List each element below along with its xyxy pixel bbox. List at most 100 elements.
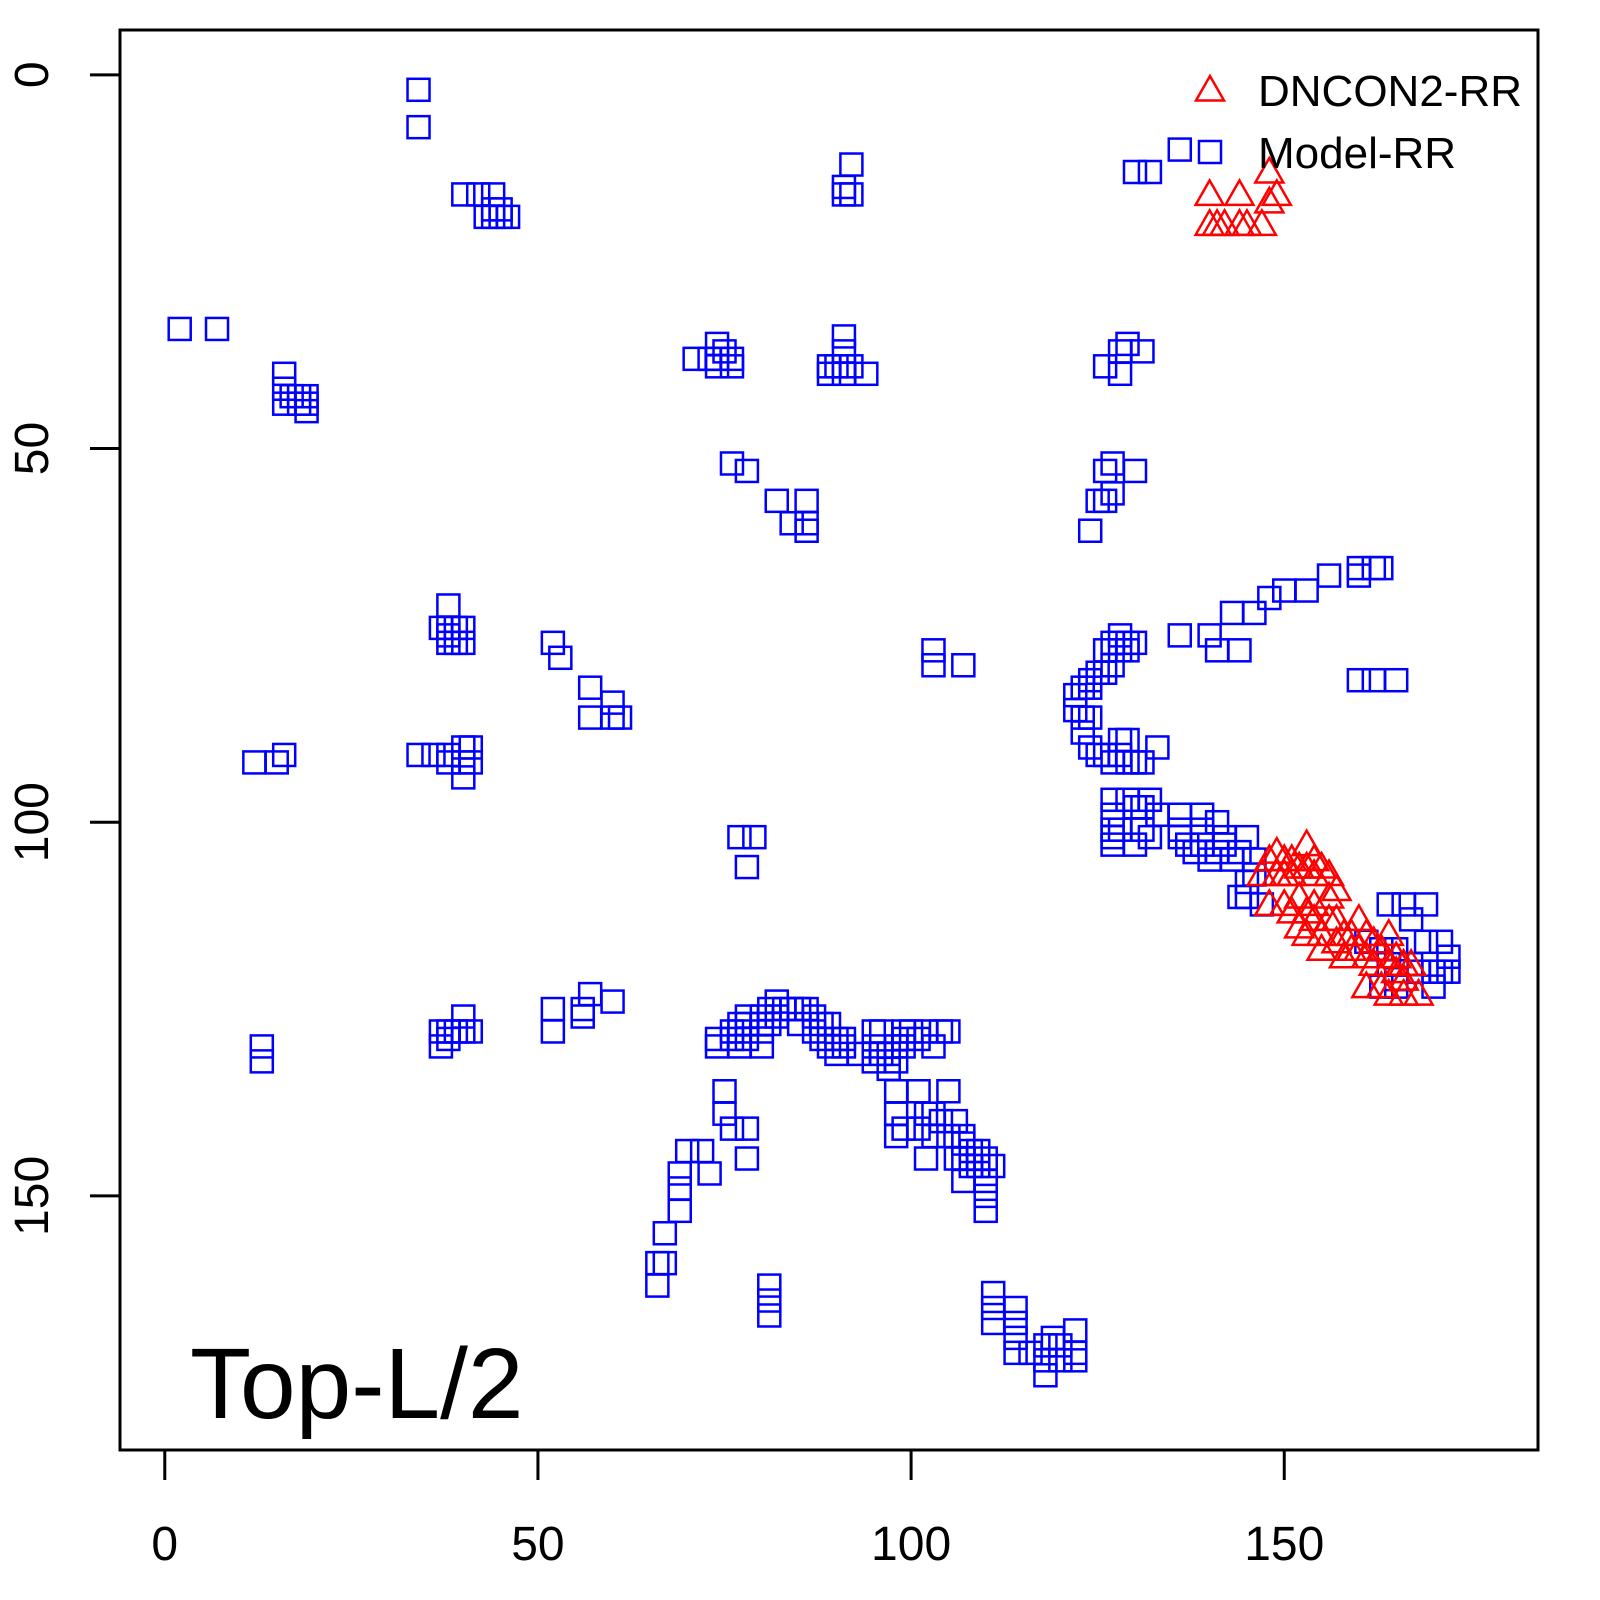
square-point <box>1085 488 1110 514</box>
square-point <box>794 511 819 536</box>
square-point <box>1316 563 1342 588</box>
square-point <box>966 1138 991 1164</box>
square-point <box>936 1123 961 1149</box>
square-point <box>1234 884 1260 910</box>
square-point <box>406 742 431 768</box>
square-point <box>951 1123 976 1149</box>
square-point <box>428 1034 454 1059</box>
square-point <box>1212 824 1237 850</box>
square-point <box>906 1026 931 1052</box>
square-point <box>876 1056 901 1082</box>
square-point <box>1204 638 1230 663</box>
square-point <box>749 1004 775 1029</box>
square-point <box>1145 735 1170 760</box>
square-point <box>1122 750 1148 775</box>
square-point <box>786 996 812 1022</box>
square-point <box>406 77 431 103</box>
square-point <box>540 630 566 656</box>
square-point <box>1092 742 1118 768</box>
square-point <box>1130 339 1155 364</box>
square-point <box>704 1034 730 1059</box>
triangle-point <box>1342 932 1376 962</box>
square-point <box>1167 137 1193 162</box>
triangle-point <box>1193 177 1226 207</box>
square-point <box>816 1034 842 1059</box>
x-axis: 0 50 100 150 <box>151 1448 1324 1571</box>
square-point <box>1003 1340 1028 1366</box>
square-point <box>607 705 633 730</box>
square-point <box>577 675 603 700</box>
square-point <box>921 1034 946 1059</box>
square-point <box>1167 817 1193 842</box>
square-point <box>831 174 857 200</box>
square-point <box>951 1168 976 1194</box>
square-point <box>480 204 506 230</box>
square-point <box>1436 959 1461 984</box>
triangle-point <box>1365 932 1398 962</box>
square-point <box>1413 929 1439 955</box>
square-point <box>697 1161 722 1186</box>
series-dncon2-rr <box>1193 155 1435 1006</box>
square-point <box>1033 1348 1058 1373</box>
square-point <box>667 1161 692 1186</box>
square-point <box>167 316 192 342</box>
square-point <box>771 996 797 1022</box>
square-point <box>674 1138 700 1164</box>
square-point <box>913 1146 939 1171</box>
y-tick-label: 0 <box>6 61 59 88</box>
square-point <box>548 645 573 671</box>
square-point <box>943 1146 969 1171</box>
square-point <box>1189 817 1215 842</box>
y-axis: 0 50 100 150 <box>6 61 122 1236</box>
square-point <box>1122 832 1148 857</box>
square-point <box>831 354 857 379</box>
square-point <box>1100 832 1125 857</box>
legend-square-marker <box>1197 139 1223 165</box>
square-point <box>1346 667 1372 693</box>
square-point <box>801 1019 827 1044</box>
square-point <box>734 1004 760 1029</box>
square-point <box>742 824 767 850</box>
square-point <box>1167 824 1193 850</box>
square-point <box>951 1131 976 1156</box>
data-points <box>167 77 1461 1388</box>
triangle-point <box>1380 940 1413 969</box>
square-point <box>891 1116 916 1141</box>
square-point <box>861 1034 887 1059</box>
square-point <box>294 398 319 424</box>
square-point <box>1122 159 1148 185</box>
y-tick-label: 100 <box>6 782 59 862</box>
triangle-point <box>1283 880 1316 909</box>
square-point <box>1234 824 1260 850</box>
square-point <box>794 518 819 543</box>
square-point <box>734 854 760 880</box>
square-point <box>757 1273 782 1298</box>
square-point <box>271 376 297 401</box>
square-point <box>667 1176 692 1201</box>
square-point <box>1115 750 1140 775</box>
square-point <box>1063 1348 1088 1373</box>
chart-annotation: Top-L/2 <box>190 1328 524 1440</box>
square-point <box>443 630 469 656</box>
square-point <box>428 615 454 641</box>
square-point <box>921 1123 946 1149</box>
square-point <box>249 1034 275 1059</box>
square-point <box>1145 802 1170 827</box>
square-point <box>734 458 760 484</box>
square-point <box>600 989 625 1014</box>
y-tick-label: 50 <box>6 422 59 475</box>
square-point <box>1428 959 1454 984</box>
square-point <box>824 354 849 379</box>
square-point <box>951 653 976 678</box>
square-point <box>600 705 625 730</box>
square-point <box>428 1019 454 1044</box>
square-point <box>1257 585 1282 611</box>
square-point <box>1346 555 1372 581</box>
square-point <box>1115 727 1140 753</box>
square-point <box>951 1146 976 1171</box>
square-point <box>779 996 804 1022</box>
square-point <box>891 1026 916 1052</box>
square-point <box>1100 824 1125 850</box>
square-point <box>436 593 461 618</box>
